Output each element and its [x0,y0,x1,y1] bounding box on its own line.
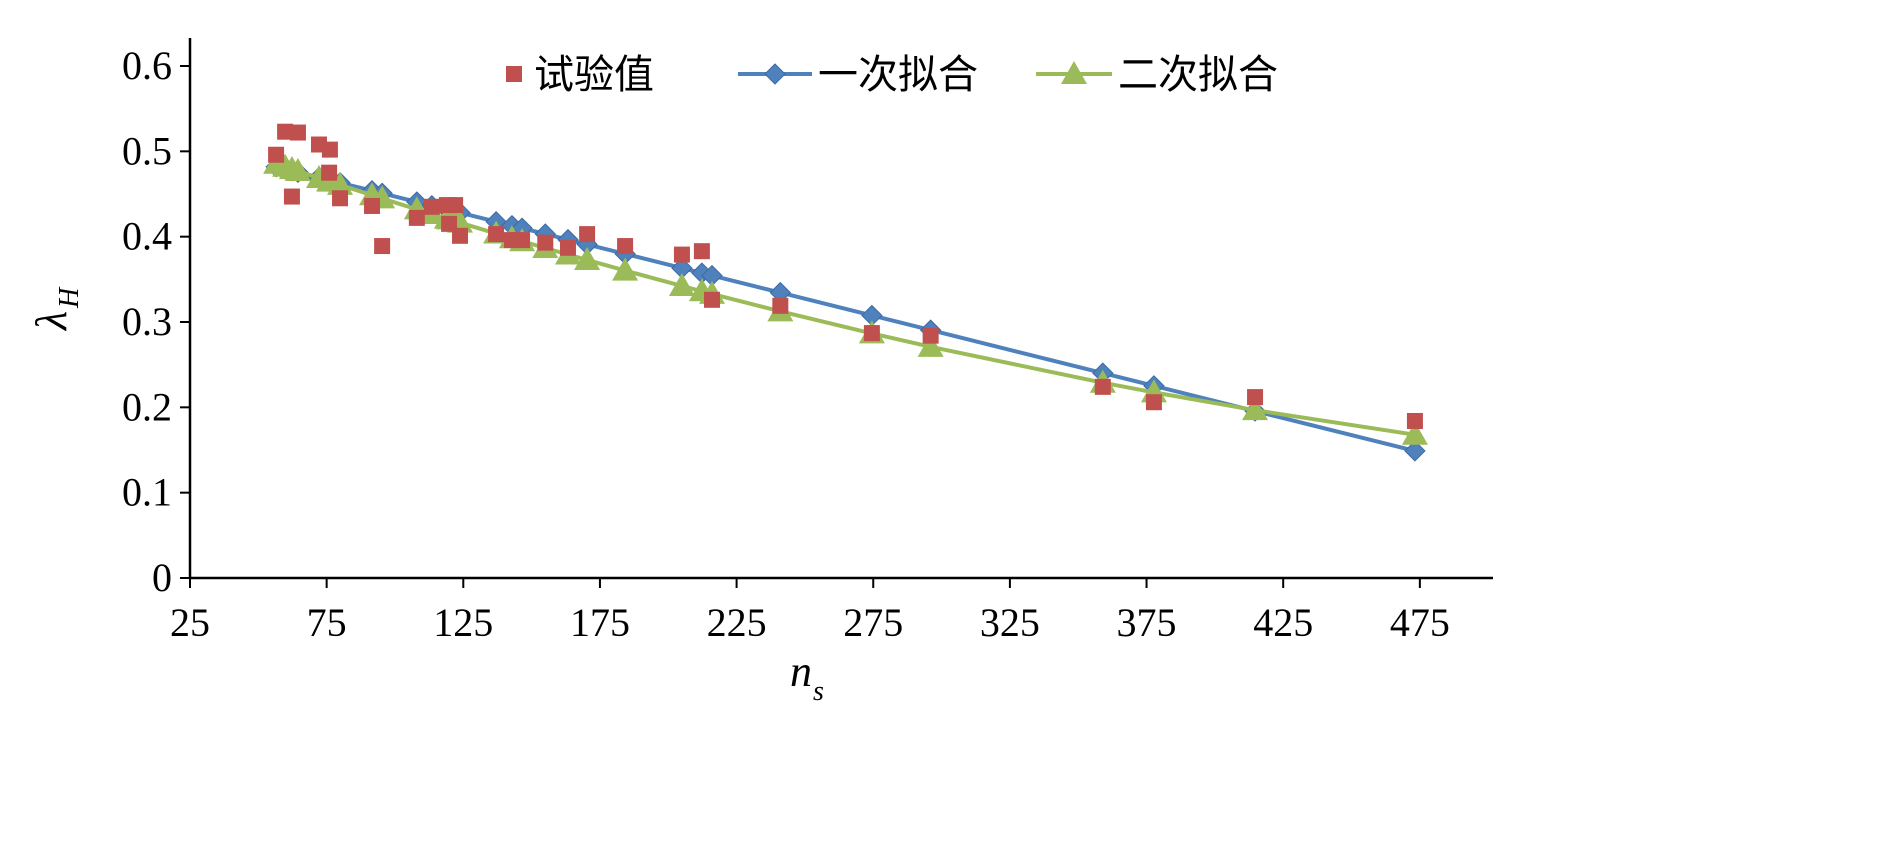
x-tick-label: 275 [843,600,903,645]
measured-point [1145,394,1162,411]
measured-point [1094,378,1111,395]
measured-point [408,209,425,226]
y-axis-label-sub: H [54,286,85,309]
quadratic-marker [284,158,311,182]
legend-label-linear: 一次拟合 [818,52,978,98]
measured-point [423,198,440,215]
measured-point [1406,412,1423,429]
x-tick-label: 475 [1390,600,1450,645]
measured-point [332,190,349,207]
y-tick-label: 0.6 [122,43,172,88]
measured-point [277,123,294,140]
measured-point [704,291,721,308]
x-tick-label: 375 [1117,600,1177,645]
x-tick-label: 175 [570,600,630,645]
quadratic-marker [574,246,601,270]
measured-point [452,227,469,244]
legend: 试验值 一次拟合 二次拟合 [506,52,1278,98]
measured-point [537,234,554,251]
measured-point [1247,389,1264,406]
x-tick-label: 125 [433,600,493,645]
measured-point [617,238,634,255]
measured-point [559,239,576,256]
legend-label-measured: 试验值 [534,52,654,98]
marks [263,123,1428,462]
measured-point [374,238,391,255]
quadratic-marker [668,272,695,296]
y-tick-label: 0.3 [122,299,172,344]
x-axis-label-sub: s [813,676,824,707]
x-tick-label: 425 [1253,600,1313,645]
quadratic-marker [1401,421,1428,445]
measured-point [673,246,690,263]
measured-point [321,141,338,158]
measured-point [364,197,381,214]
measured-point [579,226,596,243]
axes: 0 0.1 0.2 0.3 0.4 0.5 0.6 25 75 125 175 225 275 325 37… [27,38,1493,707]
y-tick-label: 0.2 [122,384,172,429]
quadratic-marker [917,333,944,357]
measured-point [289,124,306,141]
measured-point [693,243,710,260]
measured-point [321,164,338,181]
x-tick-label: 25 [170,600,210,645]
legend-label-quadratic: 二次拟合 [1118,52,1278,98]
y-tick-label: 0.4 [122,214,172,259]
measured-point [447,197,464,214]
quadratic-marker [612,257,639,281]
y-axis-label: λ [27,311,76,332]
measured-point [488,226,505,243]
x-tick-label: 225 [707,600,767,645]
legend-marker-linear [764,63,786,85]
quadratic-marker [1242,397,1269,421]
x-tick-label: 75 [307,600,347,645]
linear-marker [1404,440,1426,462]
y-tick-label: 0.5 [122,128,172,173]
measured-point [514,232,531,249]
y-axis-label-group: λH [27,286,85,332]
legend-marker-measured [506,66,522,82]
quadratic-marker [327,171,354,195]
measured-point [772,297,789,314]
measured-point [268,146,285,163]
legend-marker-quadratic [1061,61,1087,84]
x-tick-label: 325 [980,600,1040,645]
measured-point [922,327,939,344]
x-axis-label: n [790,647,812,696]
measured-point [283,188,300,205]
y-tick-label: 0 [152,555,172,600]
measured-point [863,325,880,342]
y-tick-label: 0.1 [122,470,172,515]
